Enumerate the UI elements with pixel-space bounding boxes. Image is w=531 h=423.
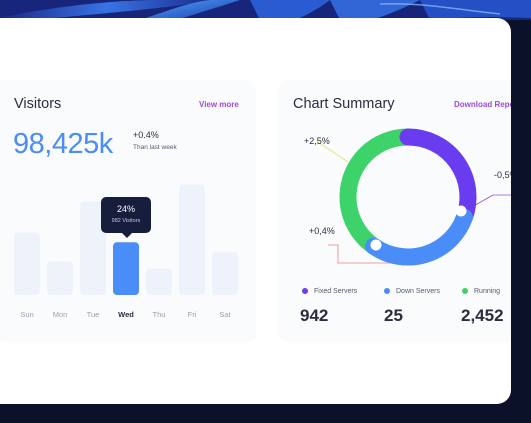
bar-tooltip: 24% 982 Visitors — [101, 197, 151, 238]
bar-thu[interactable] — [146, 268, 172, 295]
fixed-servers-value: 942 — [300, 306, 329, 325]
visitors-card: Visitors View more 98,425k +0.4% Than la… — [0, 80, 256, 342]
visitors-title: Visitors — [14, 96, 62, 112]
day-label-fri: Fri — [187, 310, 197, 319]
bar-sat[interactable] — [212, 251, 238, 295]
view-more-link[interactable]: View more — [199, 100, 239, 109]
legend-fixed-servers: Fixed Servers — [302, 288, 357, 295]
legend-dot-blue — [384, 288, 390, 295]
bar-fri[interactable] — [179, 184, 205, 295]
donut-chart — [317, 128, 511, 266]
legend-down-servers: Down Servers — [384, 288, 440, 295]
marker-blue — [370, 239, 382, 251]
chart-summary-title: Chart Summary — [293, 96, 395, 112]
donut-segment-down-servers[interactable] — [365, 209, 473, 266]
tooltip-percent: 24% — [116, 204, 135, 214]
legend-dot-purple — [302, 288, 308, 295]
annotation-bottom-left: +0,4% — [309, 226, 335, 236]
bar-sun[interactable] — [14, 232, 40, 295]
down-servers-value: 25 — [384, 306, 403, 325]
tooltip-label: 982 Visitors — [111, 218, 141, 224]
marker-purple — [455, 205, 467, 217]
visitors-change: +0.4% — [133, 130, 159, 140]
donut-segment-fixed-servers[interactable] — [399, 128, 477, 227]
day-label-thu: Thu — [152, 310, 166, 319]
chart-summary-card: Chart Summary Download Report +2,5% -0,5… — [278, 80, 511, 342]
running-value: 2,452 — [461, 306, 504, 325]
bar-mon[interactable] — [47, 261, 73, 295]
annotation-right: -0,5% — [494, 170, 511, 180]
day-label-mon: Mon — [52, 310, 68, 319]
day-label-tue: Tue — [86, 310, 100, 319]
bar-wed[interactable] — [113, 242, 139, 295]
visitors-total: 98,425k — [13, 128, 113, 160]
day-label-sun: Sun — [20, 310, 34, 319]
visitors-change-subtitle: Than last week — [133, 144, 177, 151]
bar-tue[interactable] — [80, 201, 106, 295]
annotation-top-left: +2,5% — [304, 136, 330, 146]
annotation-line-top — [317, 141, 349, 163]
donut-segment-running[interactable] — [339, 128, 417, 266]
dashboard-panel: Visitors View more 98,425k +0.4% Than la… — [0, 18, 511, 404]
legend-dot-green — [462, 288, 468, 295]
day-label-sat: Sat — [219, 310, 231, 319]
annotation-line-bottom — [328, 244, 374, 264]
legend-running: Running — [462, 288, 500, 295]
download-report-link[interactable]: Download Report — [454, 100, 511, 109]
day-label-wed: Wed — [118, 310, 134, 319]
